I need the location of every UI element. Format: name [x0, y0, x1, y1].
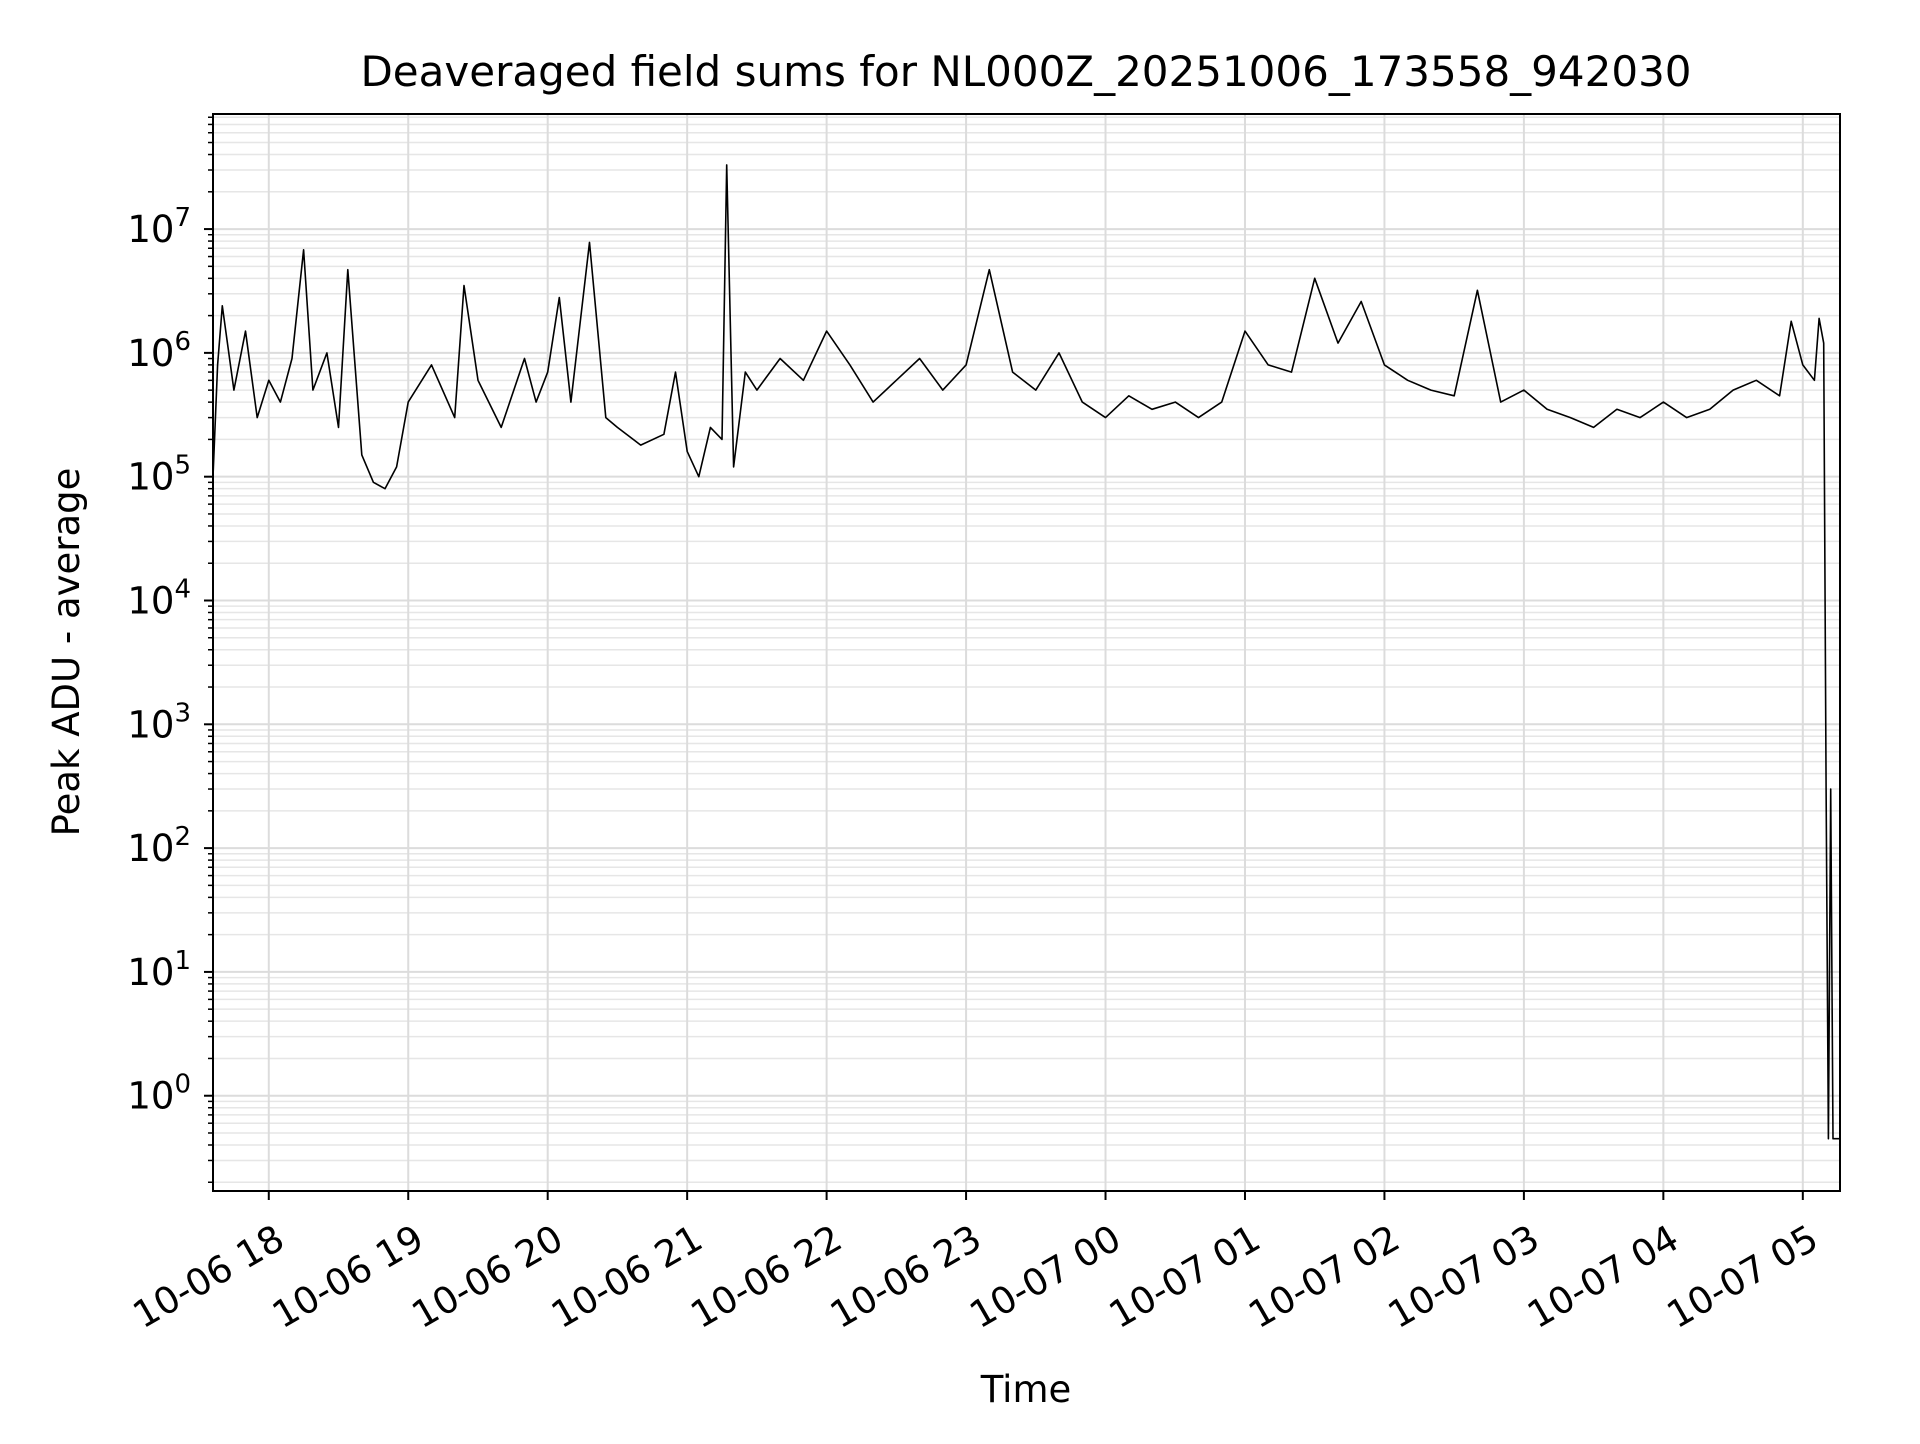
x-tick-label: 10-07 04	[1520, 1217, 1686, 1337]
y-tick-label: 106	[127, 327, 191, 375]
x-axis-label: Time	[980, 1368, 1072, 1411]
y-axis-ticks: 100 101 102 103 104 105 106 107	[127, 116, 213, 1184]
x-tick-label: 10-07 02	[1241, 1217, 1407, 1337]
y-tick-label: 101	[127, 946, 191, 994]
x-tick-label: 10-06 20	[405, 1217, 571, 1337]
series-line	[212, 164, 1840, 1140]
plot-area-frame	[212, 113, 1841, 1192]
grid-layer	[213, 114, 1840, 1191]
x-tick-label: 10-07 00	[962, 1217, 1128, 1337]
series-layer	[212, 164, 1840, 1140]
y-tick-label: 104	[127, 574, 191, 622]
x-tick-label: 10-06 23	[823, 1217, 989, 1337]
x-tick-label: 10-07 01	[1102, 1217, 1268, 1337]
x-tick-label: 10-06 18	[126, 1217, 292, 1337]
x-tick-label: 10-06 19	[265, 1217, 431, 1337]
y-tick-label: 107	[127, 203, 191, 251]
x-tick-label: 10-06 22	[684, 1217, 850, 1337]
chart-title: Deaveraged field sums for NL000Z_2025100…	[360, 47, 1691, 96]
y-tick-label: 105	[127, 451, 191, 499]
x-tick-label: 10-06 21	[544, 1217, 710, 1337]
x-tick-label: 10-07 03	[1381, 1217, 1547, 1337]
y-axis-label: Peak ADU - average	[45, 468, 88, 837]
x-tick-label: 10-07 05	[1660, 1217, 1826, 1337]
y-tick-label: 103	[127, 698, 191, 746]
y-tick-label: 100	[127, 1070, 191, 1118]
y-tick-label: 102	[127, 822, 191, 870]
